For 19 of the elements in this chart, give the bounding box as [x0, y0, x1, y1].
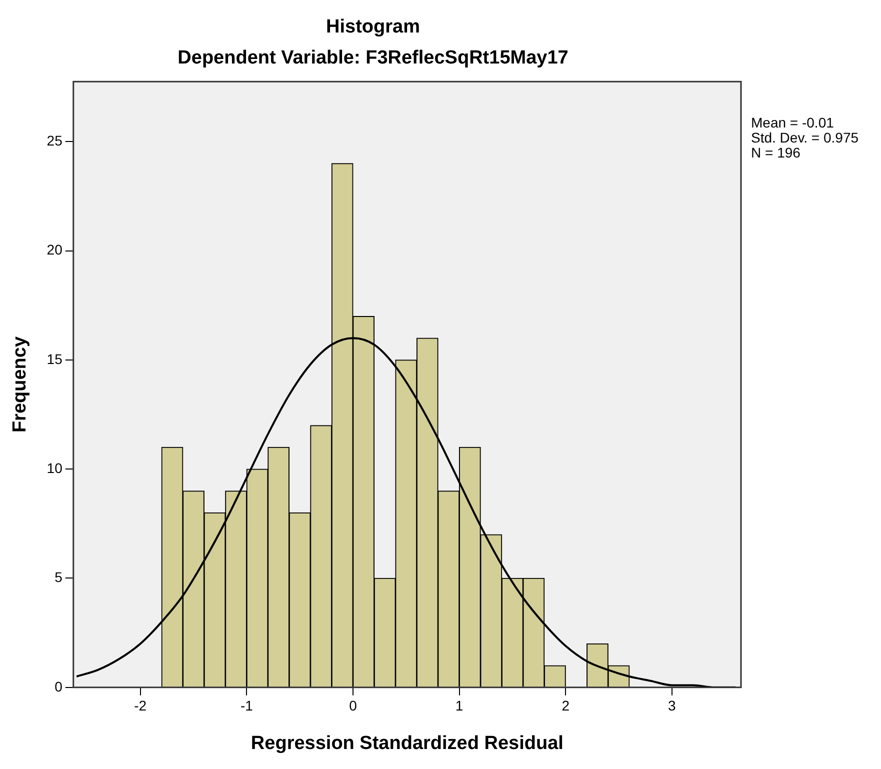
x-tick-label: 1 — [455, 698, 464, 714]
y-tick-label: 25 — [46, 132, 63, 148]
x-tick-label: -1 — [240, 698, 254, 714]
x-tick-label: 2 — [562, 698, 570, 714]
y-tick-label: 0 — [54, 678, 63, 694]
y-tick-label: 10 — [46, 460, 63, 476]
y-tick-label: 15 — [46, 350, 63, 367]
text: Std. Dev. = 0.975 — [751, 129, 859, 146]
text: N = 196 — [751, 144, 801, 160]
text: Mean = -0.01 — [751, 114, 834, 130]
y-axis-title: Frequency — [10, 336, 31, 433]
y-tick-label: 20 — [46, 242, 63, 258]
x-tick-label: 0 — [349, 698, 358, 714]
x-tick-label: -2 — [134, 698, 147, 714]
x-axis-title: Regression Standardized Residual — [250, 732, 564, 754]
x-tick-label: 3 — [668, 698, 676, 714]
y-tick-label: 5 — [54, 569, 63, 586]
chart-title: Histogram — [326, 16, 420, 38]
chart-subtitle: Dependent Variable: F3ReflecSqRt15May17 — [178, 47, 568, 68]
